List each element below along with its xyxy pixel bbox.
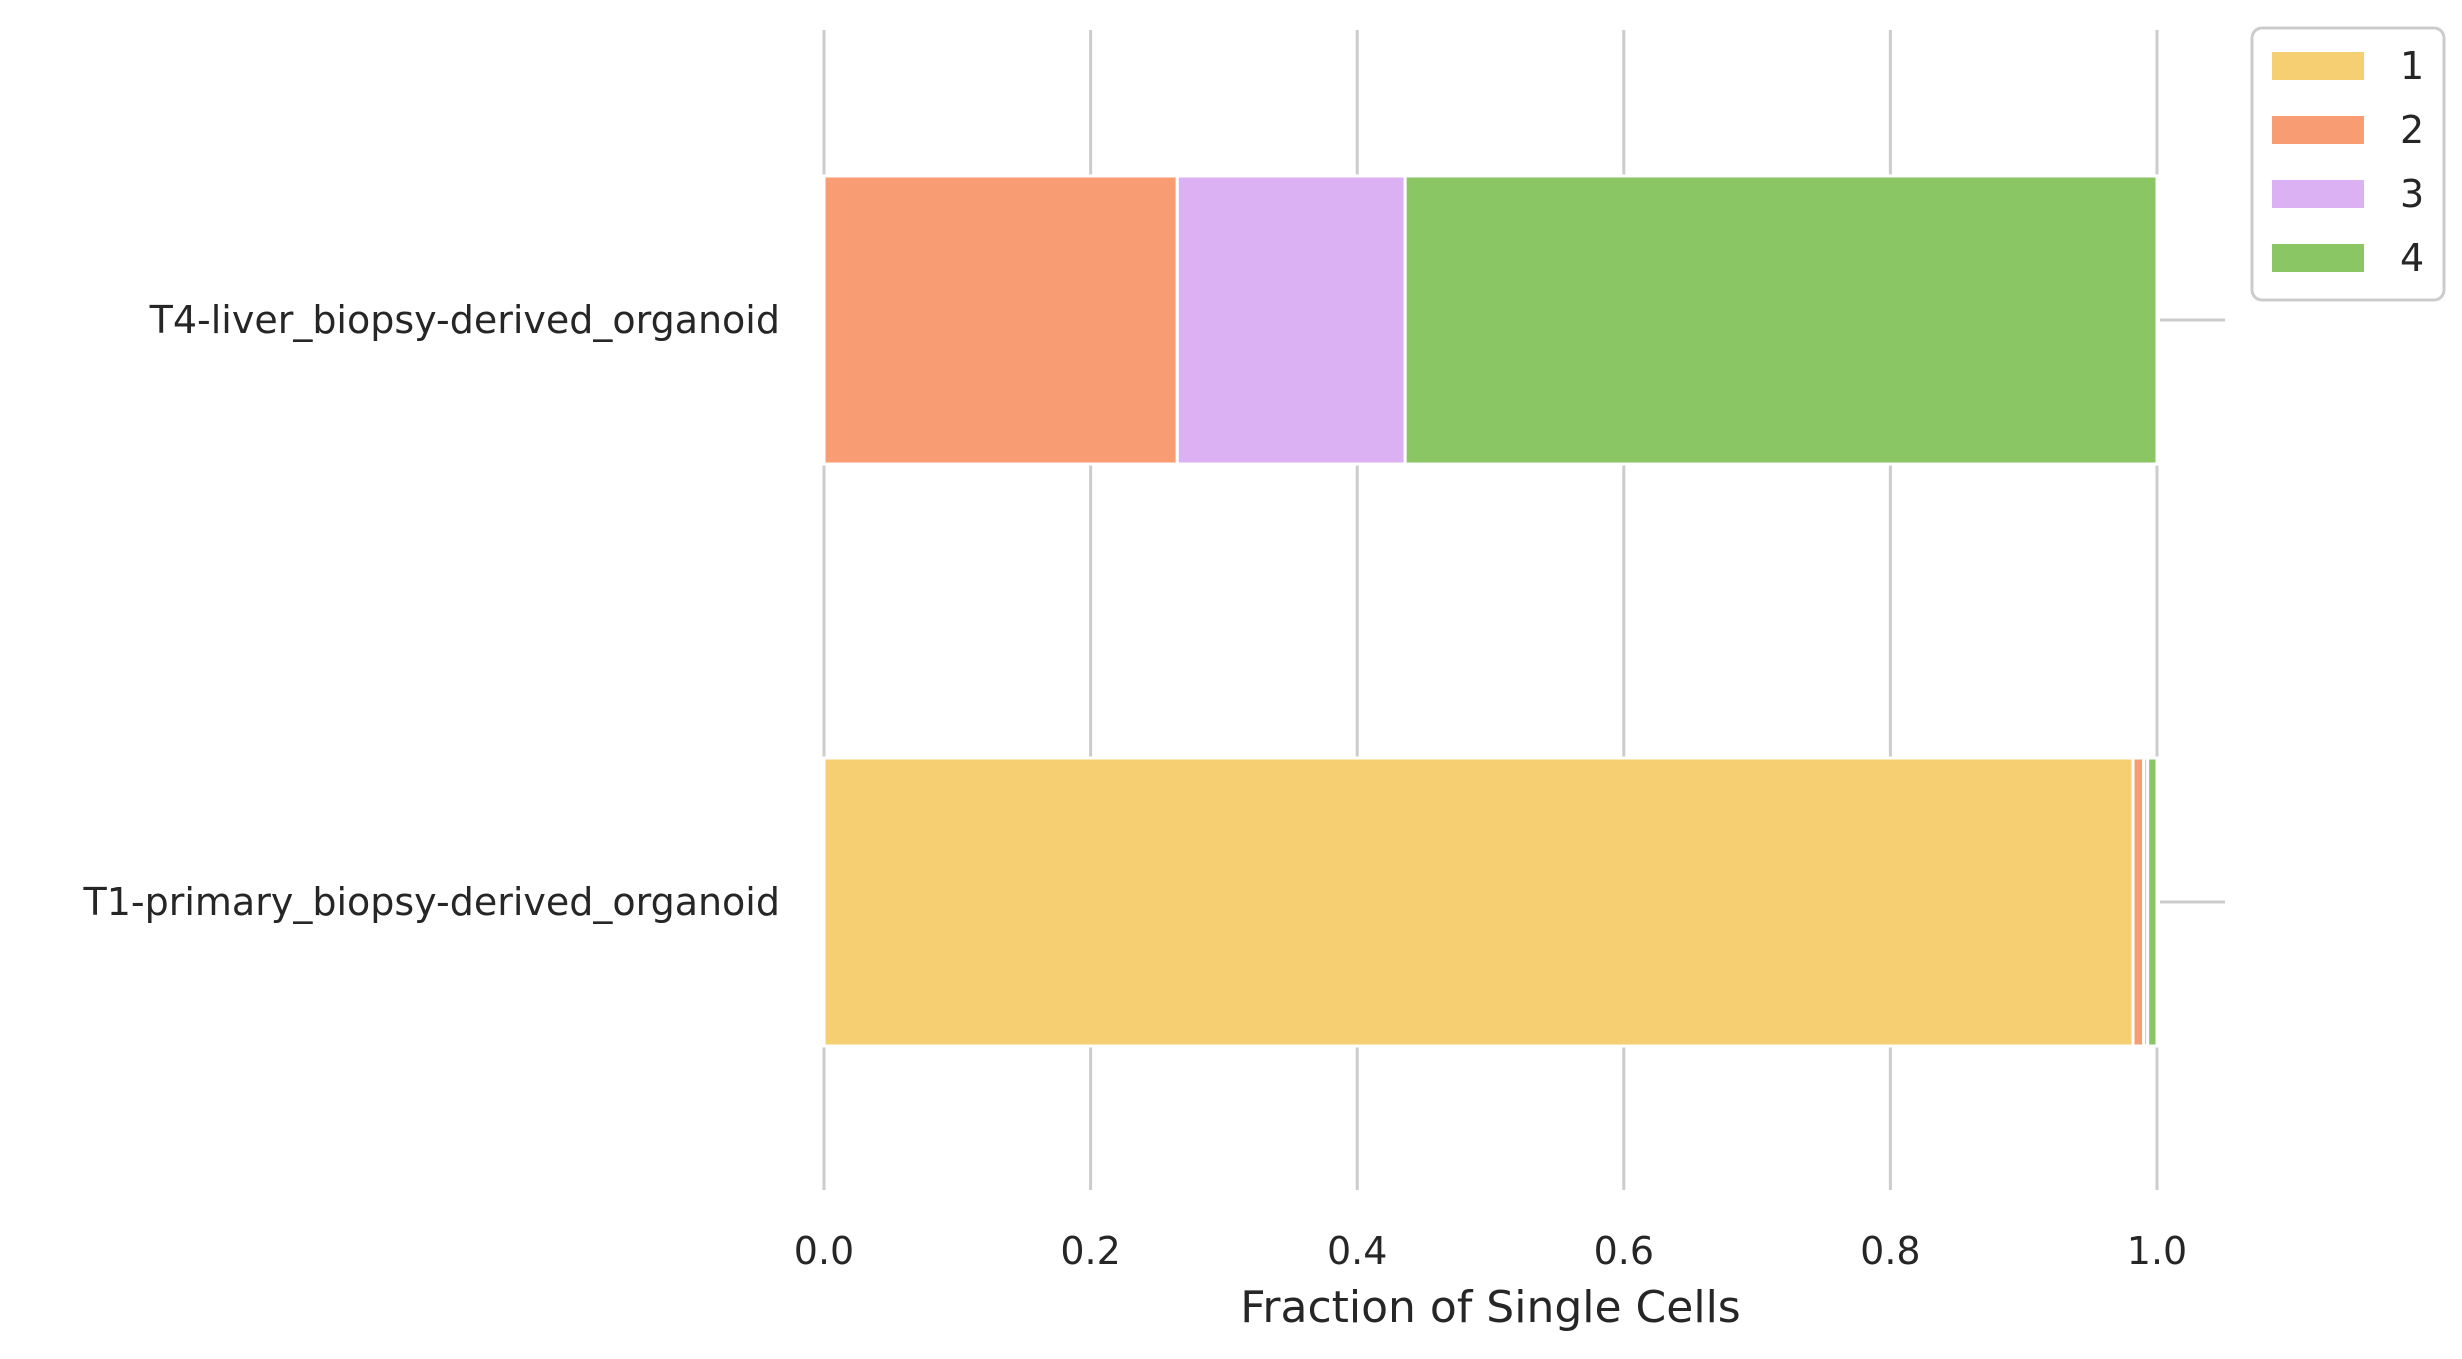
- x-axis-title: Fraction of Single Cells: [1240, 1282, 1740, 1333]
- x-tick-label: 0.6: [1594, 1229, 1654, 1273]
- x-tick-label: 1.0: [2127, 1229, 2187, 1273]
- y-tick-label: T1-primary_biopsy-derived_organoid: [83, 880, 781, 924]
- bar-segment-series-4: [2146, 756, 2159, 1048]
- legend-label: 1: [2400, 44, 2424, 88]
- bar-segment-series-2: [822, 174, 1179, 466]
- bar-segment-series-4: [1403, 174, 2159, 466]
- legend-swatch: [2272, 244, 2364, 272]
- legend: 1 2 3 4: [2250, 26, 2446, 302]
- x-tick-labels: 0.0 0.2 0.4 0.6 0.8 1.0: [794, 1229, 2187, 1273]
- legend-label: 4: [2400, 236, 2424, 280]
- legend-swatch: [2272, 116, 2364, 144]
- x-tick-label: 0.4: [1327, 1229, 1387, 1273]
- legend-label: 2: [2400, 108, 2424, 152]
- x-tick-label: 0.8: [1860, 1229, 1920, 1273]
- legend-swatch: [2272, 52, 2364, 80]
- x-tick-label: 0.2: [1060, 1229, 1120, 1273]
- bar-segment-series-2: [2131, 756, 2146, 1048]
- y-tick-label: T4-liver_biopsy-derived_organoid: [149, 298, 780, 342]
- legend-swatch: [2272, 180, 2364, 208]
- bar-segment-series-1: [822, 756, 2135, 1048]
- bars: [822, 174, 2159, 1048]
- bar-segment-series-3: [1175, 174, 1407, 466]
- x-tick-label: 0.0: [794, 1229, 854, 1273]
- y-tick-labels: T4-liver_biopsy-derived_organoid T1-prima…: [83, 298, 781, 924]
- legend-label: 3: [2400, 172, 2424, 216]
- legend-frame: [2250, 26, 2446, 302]
